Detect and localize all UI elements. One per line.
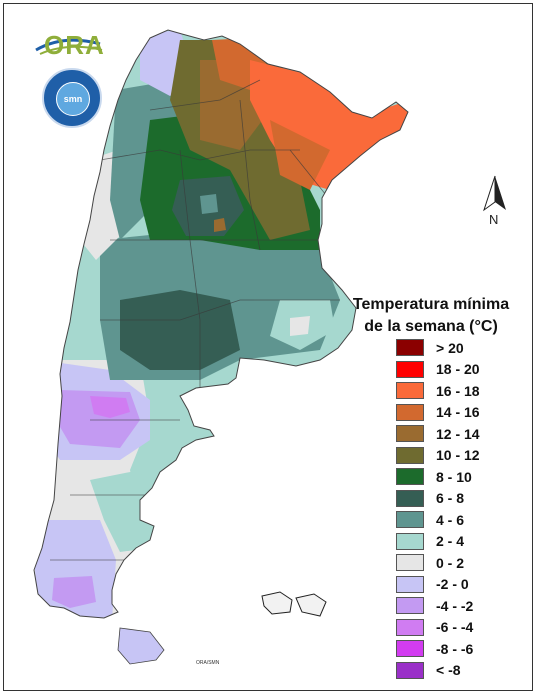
legend-label: 18 - 20: [436, 361, 480, 378]
ora-logo-text: ORA: [44, 30, 105, 60]
legend-swatch: [396, 661, 424, 679]
legend-swatch: [396, 575, 424, 593]
legend-swatch: [396, 403, 424, 421]
legend-row: 14 - 16: [396, 402, 516, 424]
legend-row: -6 - -4: [396, 617, 516, 639]
legend-label: 6 - 8: [436, 490, 465, 507]
legend-swatch: [396, 339, 424, 357]
legend-title-line2: de la semana (°C): [364, 318, 498, 335]
legend-row: 10 - 12: [396, 445, 516, 467]
legend: > 20 18 - 20 16 - 18 14 - 16 12 - 14 10 - 12 8…: [396, 337, 516, 681]
legend-label: 14 - 16: [436, 404, 480, 421]
legend-row: 12 - 14: [396, 423, 516, 445]
legend-row: -4 - -2: [396, 595, 516, 617]
legend-row: 6 - 8: [396, 488, 516, 510]
north-arrow-icon: [483, 175, 506, 212]
smn-logo-text: smn: [56, 82, 90, 116]
legend-label: -6 - -4: [436, 619, 474, 636]
ora-logo: [35, 38, 103, 55]
legend-swatch: [396, 446, 424, 464]
legend-label: -4 - -2: [436, 597, 474, 614]
legend-title: Temperatura mínima de la semana (°C): [336, 294, 526, 338]
legend-label: 16 - 18: [436, 382, 480, 399]
legend-label: < -8: [436, 662, 461, 679]
legend-row: -8 - -6: [396, 638, 516, 660]
legend-swatch: [396, 511, 424, 529]
legend-label: 0 - 2: [436, 554, 465, 571]
legend-label: -8 - -6: [436, 640, 474, 657]
legend-row: > 20: [396, 337, 516, 359]
legend-row: 4 - 6: [396, 509, 516, 531]
legend-swatch: [396, 554, 424, 572]
legend-swatch: [396, 618, 424, 636]
legend-title-line1: Temperatura mínima: [352, 296, 510, 313]
legend-label: 4 - 6: [436, 511, 465, 528]
map-frame: [3, 3, 533, 691]
legend-row: 8 - 10: [396, 466, 516, 488]
legend-row: 16 - 18: [396, 380, 516, 402]
legend-row: -2 - 0: [396, 574, 516, 596]
legend-row: 2 - 4: [396, 531, 516, 553]
legend-swatch: [396, 468, 424, 486]
legend-label: 8 - 10: [436, 468, 472, 485]
legend-swatch: [396, 360, 424, 378]
legend-swatch: [396, 640, 424, 658]
legend-swatch: [396, 532, 424, 550]
legend-swatch: [396, 382, 424, 400]
legend-label: 10 - 12: [436, 447, 480, 464]
legend-label: 12 - 14: [436, 425, 480, 442]
legend-label: 2 - 4: [436, 533, 465, 550]
legend-swatch: [396, 489, 424, 507]
legend-label: > 20: [436, 339, 464, 356]
smn-logo: smn: [42, 68, 102, 128]
legend-row: < -8: [396, 660, 516, 682]
legend-swatch: [396, 597, 424, 615]
legend-label: -2 - 0: [436, 576, 469, 593]
legend-row: 18 - 20: [396, 359, 516, 381]
credit-text: ORA/SMN: [196, 660, 220, 666]
legend-row: 0 - 2: [396, 552, 516, 574]
north-label: N: [489, 212, 499, 227]
legend-swatch: [396, 425, 424, 443]
